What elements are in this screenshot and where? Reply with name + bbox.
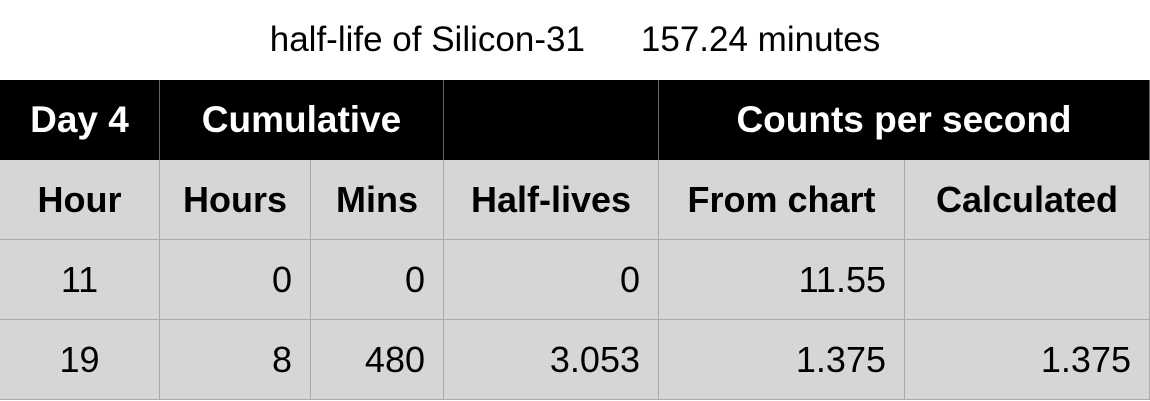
table-cell: 19 xyxy=(0,320,160,400)
table-cell: 0 xyxy=(444,240,659,320)
table-cell: 0 xyxy=(311,240,444,320)
table-cell: 1.375 xyxy=(905,320,1150,400)
group-header-cell xyxy=(444,80,659,160)
column-header: Hours xyxy=(160,160,311,240)
column-header: From chart xyxy=(659,160,905,240)
table-cell: 3.053 xyxy=(444,320,659,400)
column-header: Half-lives xyxy=(444,160,659,240)
table-cell: 11 xyxy=(0,240,160,320)
table-cell xyxy=(905,240,1150,320)
table-cell: 1.375 xyxy=(659,320,905,400)
title-label: half-life of Silicon-31 xyxy=(269,20,585,59)
title-bar: half-life of Silicon-31 157.24 minutes xyxy=(0,0,1150,80)
table-cell: 8 xyxy=(160,320,311,400)
table-cell: 480 xyxy=(311,320,444,400)
table-cell: 11.55 xyxy=(659,240,905,320)
group-header-cell: Counts per second xyxy=(659,80,1150,160)
title-value: 157.24 minutes xyxy=(640,20,881,59)
column-header: Mins xyxy=(311,160,444,240)
table-cell: 0 xyxy=(160,240,311,320)
group-header-cell: Day 4 xyxy=(0,80,160,160)
column-header: Calculated xyxy=(905,160,1150,240)
column-header: Hour xyxy=(0,160,160,240)
group-header-cell: Cumulative xyxy=(160,80,444,160)
